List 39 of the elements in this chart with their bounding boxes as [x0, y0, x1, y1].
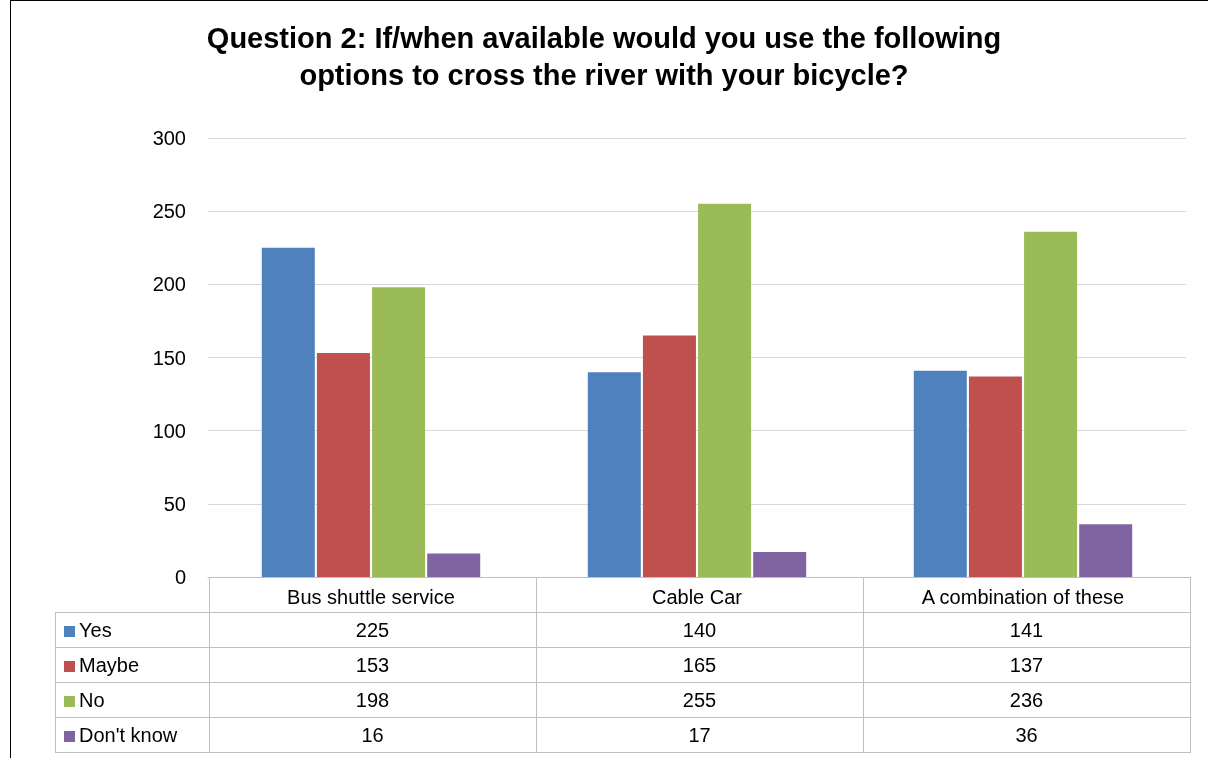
bar — [642, 335, 696, 577]
bar — [372, 287, 426, 577]
data-label: 137 — [863, 647, 1190, 683]
bar — [698, 203, 752, 577]
data-label: 255 — [536, 682, 863, 718]
x-tick-label: Bus shuttle service — [287, 586, 455, 608]
data-label: 225 — [209, 612, 536, 648]
bar — [753, 552, 807, 577]
y-tick-label: 300 — [152, 127, 186, 149]
chart-title: Question 2: If/when available would you use the following options to cross the river with your bicycle? — [206, 21, 1002, 91]
data-label: 36 — [863, 717, 1190, 753]
data-label: 236 — [863, 682, 1190, 718]
bar — [427, 553, 481, 577]
data-label: 153 — [209, 647, 536, 683]
legend-label: No — [55, 682, 209, 718]
legend-label: Yes — [55, 612, 209, 648]
y-tick-label: 250 — [152, 200, 186, 223]
bar — [587, 372, 641, 577]
x-tick-label: Cable Car — [651, 586, 743, 608]
x-tick-label: A combination of these — [921, 586, 1125, 608]
data-label: 17 — [536, 717, 863, 753]
bar — [316, 353, 370, 577]
data-label: 198 — [209, 682, 536, 718]
y-tick-label: 200 — [152, 273, 186, 296]
data-label: 140 — [536, 612, 863, 648]
bar — [968, 376, 1022, 577]
y-tick-label: 50 — [163, 492, 186, 515]
bar — [1079, 524, 1133, 577]
legend-label: Maybe — [55, 647, 209, 683]
bar — [1024, 231, 1078, 577]
data-label: 16 — [209, 717, 536, 753]
data-label: 165 — [536, 647, 863, 683]
legend-label: Don't know — [55, 717, 209, 753]
data-label: 141 — [863, 612, 1190, 648]
y-tick-label: 150 — [152, 346, 186, 369]
y-tick-label: 100 — [152, 419, 186, 442]
bar — [913, 370, 967, 577]
y-tick-label: 0 — [174, 566, 186, 588]
bar — [261, 247, 315, 577]
